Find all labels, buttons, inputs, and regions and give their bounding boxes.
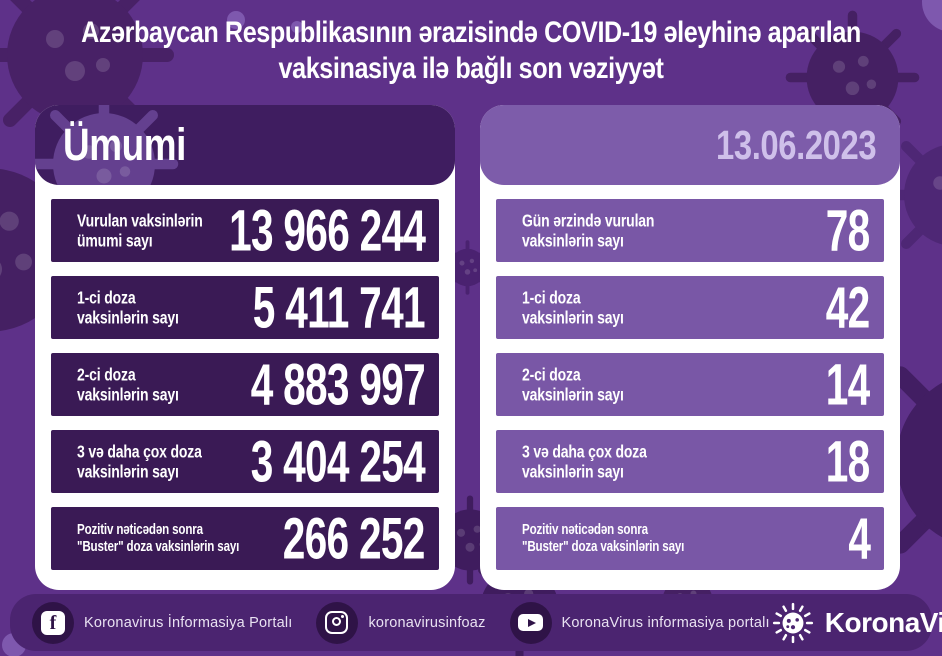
facebook-icon[interactable]: f [32,601,74,644]
daily-panel: 13.06.2023 Gün ərzində vurulan vaksinləri… [480,105,900,590]
stat-row-dose2-total: 2-ci doza vaksinlərin sayı 4 883 997 [51,352,439,417]
brand-name: KoronaVirus [824,606,942,638]
stat-row-dose1-total: 1-ci doza vaksinlərin sayı 5 411 741 [51,275,439,340]
youtube-label: KoronaVirus informasiya portalı [561,614,770,631]
youtube-icon[interactable] [509,601,552,644]
instagram-label: koronavirusinfoaz [368,614,486,631]
page-title-line-2: vaksinasiya ilə bağlı son vəziyyət [278,52,664,85]
stat-row-dose3plus-daily: 3 və daha çox doza vaksinlərin sayı 18 [496,429,884,494]
stat-row-total-vaccines: Vurulan vaksinlərin ümumi sayı 13 966 244 [51,198,439,263]
total-panel-header: Ümumi [35,105,455,185]
facebook-label: Koronavirus İnformasiya Portalı [84,614,293,631]
page-title: Azərbaycan Respublikasının ərazisində CO… [0,15,942,87]
stat-value: 18 [826,429,870,494]
total-stats-list: Vurulan vaksinlərin ümumi sayı 13 966 244… [51,198,439,574]
stat-row-booster-daily: Pozitiv nəticədən sonra "Buster" doza vak… [496,506,884,571]
stat-value: 78 [826,198,870,263]
stat-label: 3 və daha çox doza vaksinlərin sayı [77,440,202,482]
brand-virus-icon [772,602,813,643]
stat-label: Pozitiv nəticədən sonra "Buster" doza vak… [522,521,685,555]
stat-row-dose3plus-total: 3 və daha çox doza vaksinlərin sayı 3 404… [51,429,439,494]
total-panel: Ümumi Vurulan vaksinlərin ümumi sayı 13 9… [35,105,455,590]
stat-label: 1-ci doza vaksinlərin sayı [522,286,624,328]
stat-label: 1-ci doza vaksinlərin sayı [77,286,179,328]
page-title-line-1: Azərbaycan Respublikasının ərazisində CO… [81,16,861,49]
stat-value: 3 404 254 [250,429,426,494]
stat-label: 2-ci doza vaksinlərin sayı [522,363,624,405]
date-badge: 13.06.2023 [715,122,877,168]
stat-label: 2-ci doza vaksinlərin sayı [77,363,179,405]
stat-label: Gün ərzində vurulan vaksinlərin sayı [522,209,655,251]
stat-row-booster-total: Pozitiv nəticədən sonra "Buster" doza vak… [51,506,439,571]
stat-label: 3 və daha çox doza vaksinlərin sayı [522,440,647,482]
stat-row-dose2-daily: 2-ci doza vaksinlərin sayı 14 [496,352,884,417]
stat-value: 13 966 244 [228,198,426,263]
stat-label: Vurulan vaksinlərin ümumi sayı [77,209,203,251]
daily-stats-list: Gün ərzində vurulan vaksinlərin sayı 78 1… [496,198,884,574]
instagram-icon[interactable] [316,601,359,644]
daily-panel-header: 13.06.2023 [480,105,900,185]
total-panel-title: Ümumi [63,119,187,170]
stat-row-daily-vaccines: Gün ərzində vurulan vaksinlərin sayı 78 [496,198,884,263]
stat-value: 14 [826,352,870,417]
stat-label: Pozitiv nəticədən sonra "Buster" doza vak… [77,521,240,555]
stat-value: 266 252 [283,506,426,571]
stat-value: 42 [826,275,870,340]
stat-value: 5 411 741 [252,275,426,340]
stat-value: 4 [848,506,871,571]
footer-bar: f Koronavirus İnformasiya Portalı korona… [10,594,942,651]
stat-value: 4 883 997 [250,352,426,417]
stat-row-dose1-daily: 1-ci doza vaksinlərin sayı 42 [496,275,884,340]
